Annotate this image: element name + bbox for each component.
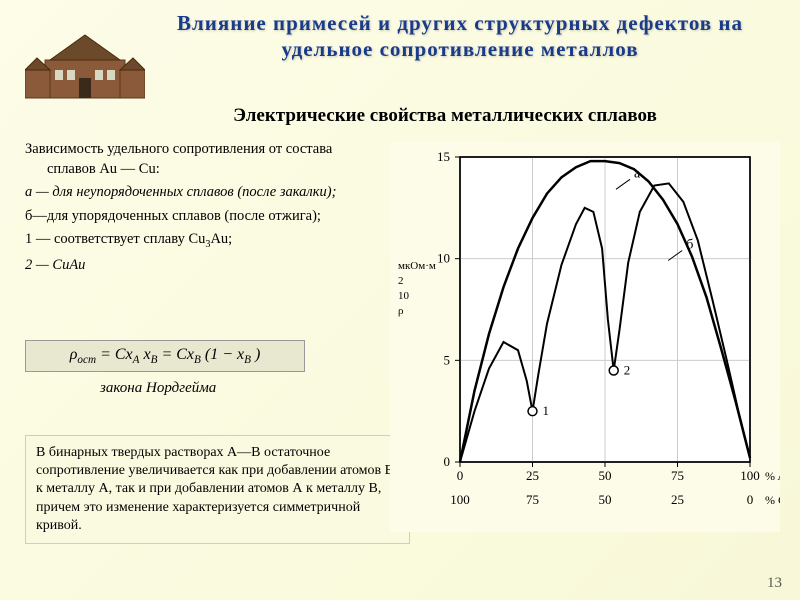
desc-intro: Зависимость удельного сопротивления от с…	[25, 140, 365, 179]
svg-text:б: б	[686, 238, 693, 253]
svg-text:1: 1	[543, 403, 550, 418]
desc-2: 2 — CuAu	[25, 256, 365, 276]
page-number: 13	[767, 575, 782, 592]
svg-text:15: 15	[437, 149, 450, 164]
desc-a: а — для неупорядоченных сплавов (после з…	[25, 183, 365, 203]
resistivity-chart: 0 100 25 75 50 50 75 25 100 0 % Au % Cu 0 5 10 15 мкОм·м…	[390, 142, 780, 532]
svg-text:0: 0	[444, 454, 451, 469]
description-block: Зависимость удельного сопротивления от с…	[25, 140, 365, 279]
svg-text:мкОм·м: мкОм·м	[398, 260, 436, 272]
svg-text:100: 100	[740, 468, 760, 483]
page-title: Влияние примесей и других структурных де…	[160, 10, 760, 63]
svg-text:100: 100	[450, 492, 470, 507]
svg-text:25: 25	[671, 492, 684, 507]
svg-text:% Cu: % Cu	[765, 493, 780, 507]
formula-caption: закона Нордгейма	[100, 380, 216, 397]
svg-text:а: а	[634, 166, 641, 181]
svg-text:5: 5	[444, 352, 451, 367]
note-box: В бинарных твердых растворах А—В остаточ…	[25, 435, 410, 544]
svg-text:50: 50	[599, 492, 612, 507]
svg-text:10: 10	[398, 290, 410, 302]
svg-text:2: 2	[398, 275, 404, 287]
svg-text:ρ: ρ	[398, 305, 404, 317]
svg-text:75: 75	[671, 468, 684, 483]
svg-text:50: 50	[599, 468, 612, 483]
page-subtitle: Электрические свойства металлических спл…	[130, 105, 760, 127]
desc-b: б—для упорядоченных сплавов (после отжиг…	[25, 207, 365, 227]
formula: ρост = CxA xB = CxB (1 − xB )	[25, 340, 305, 372]
svg-text:% Au: % Au	[765, 469, 780, 483]
svg-text:0: 0	[457, 468, 464, 483]
svg-text:25: 25	[526, 468, 539, 483]
svg-text:2: 2	[624, 363, 631, 378]
building-illustration	[25, 30, 145, 100]
svg-text:75: 75	[526, 492, 539, 507]
desc-1: 1 — соответствует сплаву Cu3Au;	[25, 230, 365, 252]
svg-text:0: 0	[747, 492, 754, 507]
svg-text:10: 10	[437, 251, 450, 266]
